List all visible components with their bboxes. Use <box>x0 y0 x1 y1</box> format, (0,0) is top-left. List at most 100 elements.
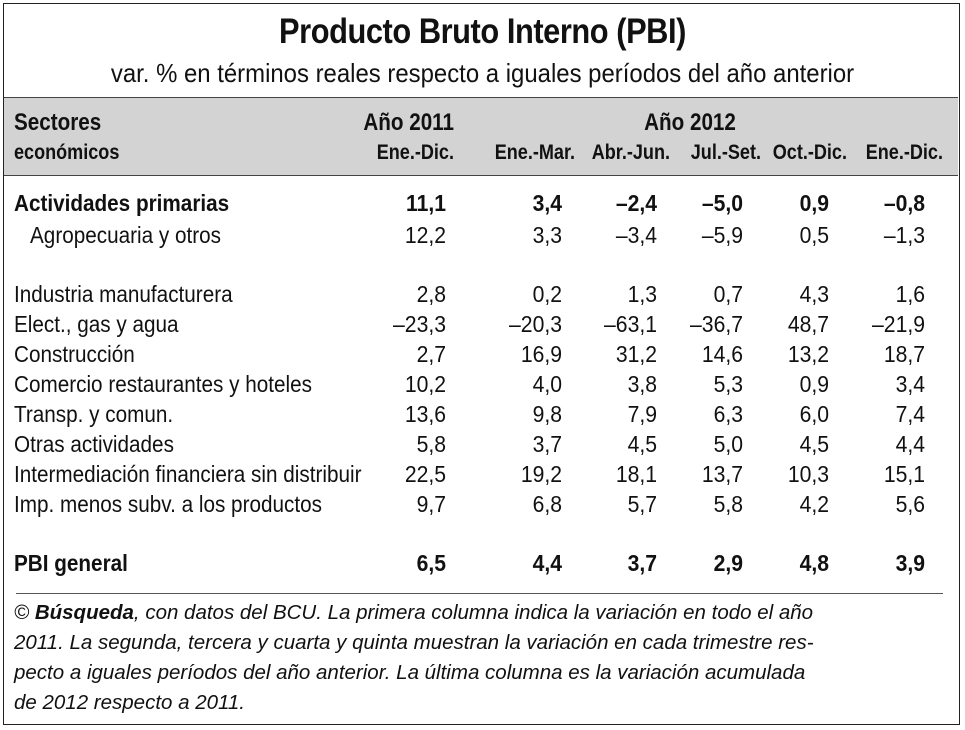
row-value: 0,5 <box>799 222 829 248</box>
row-value: 5,0 <box>713 431 743 457</box>
header-col-jul-set: Jul.-Set. <box>690 141 761 164</box>
row-value: 15,1 <box>883 461 925 487</box>
table-row: Agropecuaria y otros 12,2 3,3 –3,4 –5,9 0,5 –1… <box>0 222 965 252</box>
row-value: 4,4 <box>895 431 925 457</box>
row-value: 48,7 <box>787 311 829 337</box>
row-value: 5,7 <box>627 491 657 517</box>
row-value: 10,2 <box>404 371 446 397</box>
row-value: 4,8 <box>799 550 829 576</box>
row-value: 5,8 <box>713 491 743 517</box>
footnote-line-1: © Búsqueda, con datos del BCU. La primer… <box>14 598 954 628</box>
table-row: Transp. y comun. 13,6 9,8 7,9 6,3 6,0 7,4 <box>0 401 965 431</box>
row-value: –63,1 <box>604 311 657 337</box>
row-value: –23,3 <box>393 311 446 337</box>
row-value: 14,6 <box>701 341 743 367</box>
row-value: 19,2 <box>520 461 562 487</box>
row-value: 3,7 <box>627 550 657 576</box>
row-value: 2,8 <box>416 281 446 307</box>
row-value: 13,6 <box>404 401 446 427</box>
row-label: Imp. menos subv. a los productos <box>14 491 322 517</box>
row-value: 4,5 <box>627 431 657 457</box>
footnote-line-4: de 2012 respecto a 2011. <box>14 691 245 714</box>
table-row: Actividades primarias 11,1 3,4 –2,4 –5,0 0,9 –… <box>0 190 965 220</box>
row-value: 2,9 <box>713 550 743 576</box>
row-value: 3,4 <box>895 371 925 397</box>
row-value: 4,0 <box>532 371 562 397</box>
row-value: –20,3 <box>509 311 562 337</box>
row-value: 3,8 <box>627 371 657 397</box>
row-value: 4,5 <box>799 431 829 457</box>
header-col-oct-dic: Oct.-Dic. <box>772 141 847 164</box>
row-value: 6,3 <box>713 401 743 427</box>
row-value: 12,2 <box>404 222 446 248</box>
row-value: –5,9 <box>701 222 743 248</box>
row-value: 4,2 <box>799 491 829 517</box>
row-label: Agropecuaria y otros <box>30 222 222 248</box>
row-value: 3,9 <box>895 550 925 576</box>
header-year-2011: Año 2011 <box>363 109 454 136</box>
row-value: 5,6 <box>895 491 925 517</box>
row-value: 31,2 <box>615 341 657 367</box>
row-value: –5,0 <box>701 190 743 216</box>
row-value: 13,7 <box>701 461 743 487</box>
table-header <box>4 97 958 176</box>
row-value: 16,9 <box>520 341 562 367</box>
row-value: 7,9 <box>627 401 657 427</box>
row-value: 3,7 <box>532 431 562 457</box>
row-value: –36,7 <box>690 311 743 337</box>
row-value: 22,5 <box>404 461 446 487</box>
row-label: Comercio restaurantes y hoteles <box>14 371 312 397</box>
table-row: Comercio restaurantes y hoteles 10,2 4,0 3,… <box>0 371 965 401</box>
footnote-line-1-text: , con datos del BCU. La primera columna … <box>133 601 814 624</box>
row-value: 3,3 <box>532 222 562 248</box>
header-economicos: económicos <box>14 141 120 164</box>
row-value: 0,9 <box>799 190 829 216</box>
table-row: PBI general 6,5 4,4 3,7 2,9 4,8 3,9 <box>0 550 965 580</box>
row-value: –1,3 <box>883 222 925 248</box>
row-value: 0,9 <box>799 371 829 397</box>
table-row: Otras actividades 5,8 3,7 4,5 5,0 4,5 4,4 <box>0 431 965 461</box>
row-value: –2,4 <box>615 190 657 216</box>
row-value: –3,4 <box>615 222 657 248</box>
row-value: 10,3 <box>787 461 829 487</box>
row-label: Industria manufacturera <box>14 281 233 307</box>
row-value: 18,7 <box>883 341 925 367</box>
footnote-brand: Búsqueda <box>34 601 134 624</box>
footnote: © Búsqueda, con datos del BCU. La primer… <box>14 598 954 718</box>
row-value: –21,9 <box>872 311 925 337</box>
table-row: Intermediación financiera sin distribuir… <box>0 461 965 491</box>
row-value: 11,1 <box>405 190 446 216</box>
footnote-line-2: 2011. La segunda, tercera y cuarta y qui… <box>14 631 814 654</box>
row-value: 0,2 <box>532 281 562 307</box>
row-value: 4,3 <box>799 281 829 307</box>
row-value: 6,8 <box>532 491 562 517</box>
row-value: 1,6 <box>895 281 925 307</box>
row-value: 4,4 <box>532 550 562 576</box>
table-row: Imp. menos subv. a los productos 9,7 6,8 5,… <box>0 491 965 521</box>
row-label: Transp. y comun. <box>14 401 174 427</box>
row-value: 6,0 <box>799 401 829 427</box>
header-col-ene-mar: Ene.-Mar. <box>494 141 575 164</box>
header-sectores: Sectores <box>14 109 102 136</box>
row-label: PBI general <box>14 550 128 576</box>
row-label: Otras actividades <box>14 431 174 457</box>
row-value: 5,3 <box>713 371 743 397</box>
table-frame <box>3 3 960 725</box>
row-label: Construcción <box>14 341 135 367</box>
row-value: 6,5 <box>416 550 446 576</box>
table-row: Elect., gas y agua –23,3 –20,3 –63,1 –36,7 48… <box>0 311 965 341</box>
table-row: Industria manufacturera 2,8 0,2 1,3 0,7 4,3 1,… <box>0 281 965 311</box>
row-value: 5,8 <box>416 431 446 457</box>
row-value: 7,4 <box>895 401 925 427</box>
row-value: 0,7 <box>713 281 743 307</box>
row-value: 9,8 <box>532 401 562 427</box>
row-value: 1,3 <box>627 281 657 307</box>
header-year-2012: Año 2012 <box>644 109 736 136</box>
header-col-2012-ene-dic: Ene.-Dic. <box>865 141 943 164</box>
row-value: 13,2 <box>787 341 829 367</box>
table-row: Construcción 2,7 16,9 31,2 14,6 13,2 18,7 <box>0 341 965 371</box>
row-value: 3,4 <box>532 190 562 216</box>
row-label: Elect., gas y agua <box>14 311 179 337</box>
footer-divider <box>16 593 943 594</box>
page-subtitle: var. % en términos reales respecto a igu… <box>110 58 855 88</box>
